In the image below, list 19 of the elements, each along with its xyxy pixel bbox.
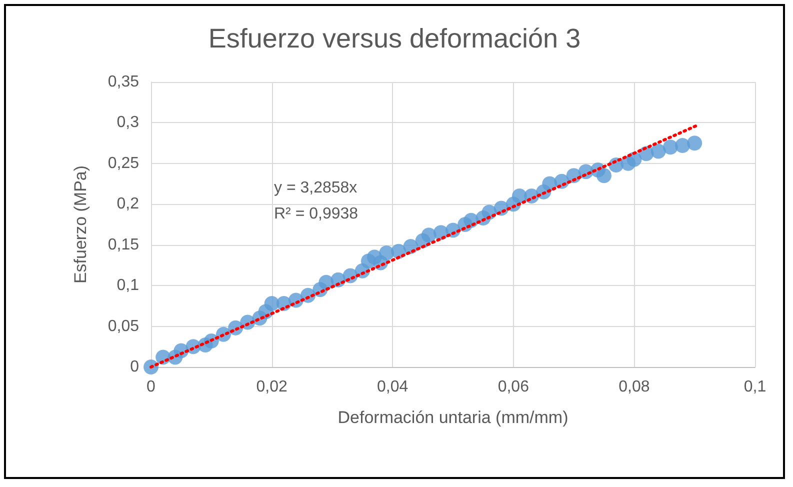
y-tick-label: 0,2: [116, 196, 140, 213]
x-tick-label: 0,08: [618, 378, 650, 396]
y-tick-label: 0,35: [108, 74, 140, 90]
y-tick-label: 0,05: [108, 318, 140, 335]
annotation: y = 3,2858x: [274, 180, 358, 196]
x-axis-title: Deformación untaria (mm/mm): [338, 408, 568, 427]
annotation: R² = 0,9938: [274, 206, 358, 222]
y-tick-label: 0,15: [108, 236, 140, 254]
x-tick-label: 0,1: [744, 378, 766, 396]
x-tick-label: 0,06: [498, 378, 530, 396]
x-tick-label: 0,02: [256, 378, 288, 396]
x-tick-label: 0: [146, 378, 156, 396]
x-tick-label: 0,04: [377, 378, 408, 396]
y-tick-label: 0: [130, 358, 140, 376]
y-tick-label: 0,3: [116, 114, 140, 132]
chart-title: Esfuerzo versus deformación 3: [208, 24, 581, 54]
y-axis-title: Esfuerzo (MPa): [71, 165, 90, 284]
y-tick-label: 0,25: [108, 154, 140, 172]
y-tick-label: 0,1: [116, 277, 140, 294]
